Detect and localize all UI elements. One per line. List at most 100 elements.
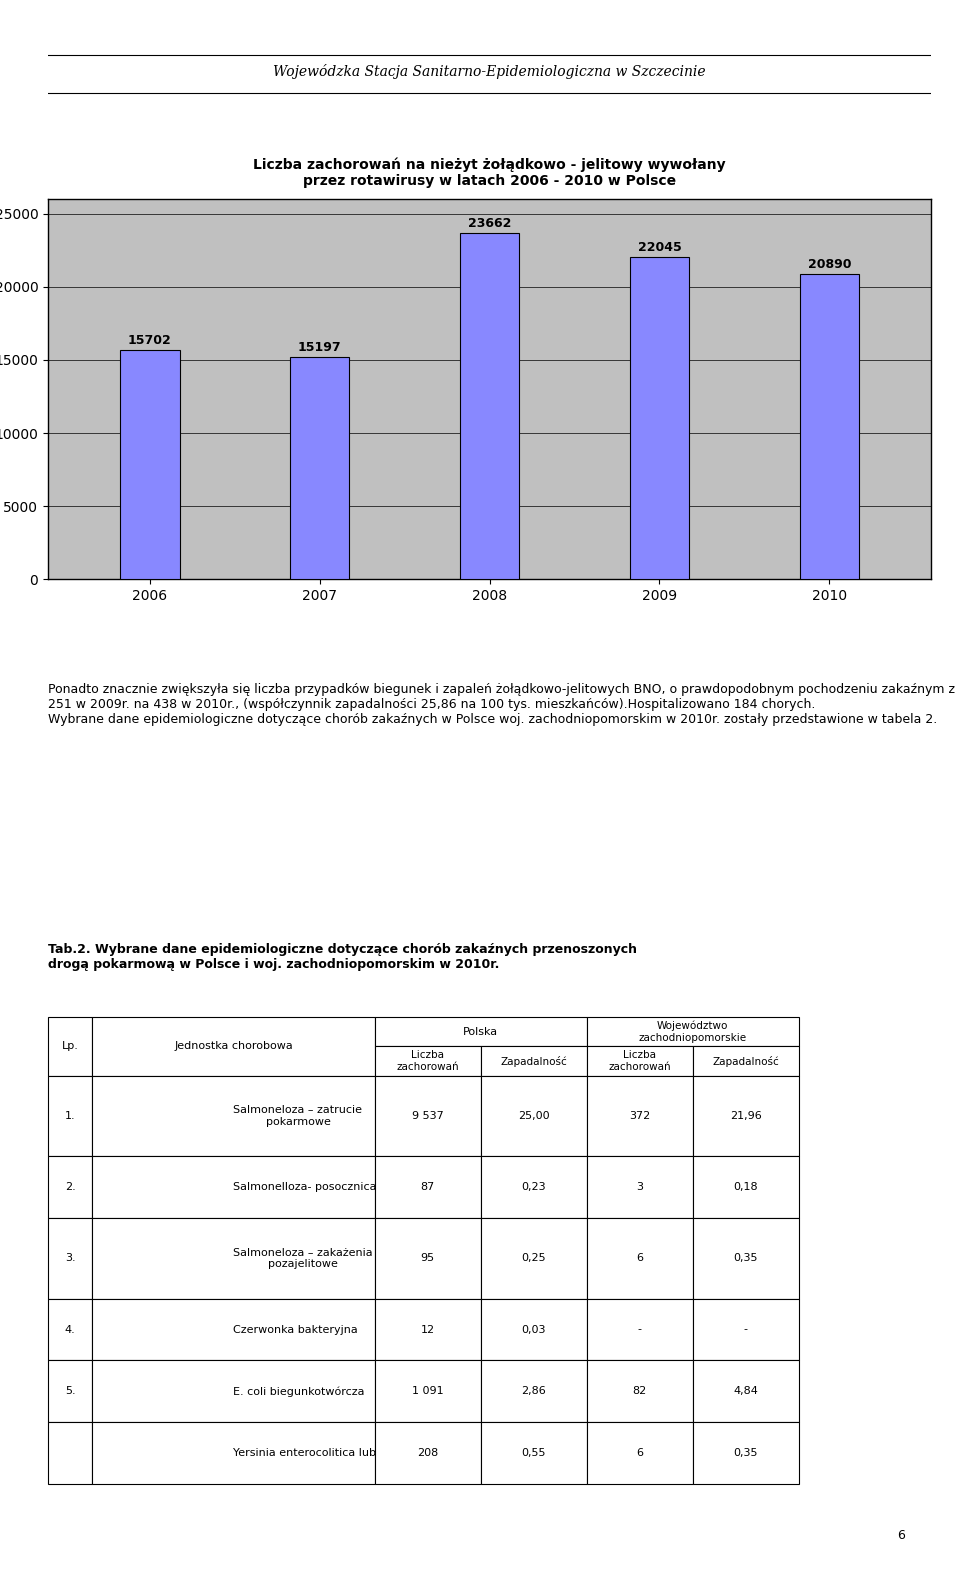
Text: 0,25: 0,25 bbox=[521, 1253, 546, 1264]
Text: 372: 372 bbox=[629, 1111, 650, 1122]
Text: 15197: 15197 bbox=[298, 341, 342, 354]
Bar bbox=[481, 1218, 587, 1299]
Text: 25,00: 25,00 bbox=[518, 1111, 549, 1122]
Text: 1.: 1. bbox=[64, 1111, 76, 1122]
Text: Polska: Polska bbox=[464, 1027, 498, 1036]
Text: 2,86: 2,86 bbox=[521, 1386, 546, 1397]
Bar bbox=[693, 1422, 799, 1484]
Text: 0,03: 0,03 bbox=[521, 1324, 546, 1335]
Bar bbox=[92, 1076, 374, 1157]
Text: 0,18: 0,18 bbox=[733, 1182, 758, 1193]
Text: 95: 95 bbox=[420, 1253, 435, 1264]
Bar bbox=[48, 1218, 92, 1299]
Text: 1 091: 1 091 bbox=[412, 1386, 444, 1397]
Bar bbox=[48, 1299, 92, 1360]
Bar bbox=[481, 1157, 587, 1218]
Text: Zapadalność: Zapadalność bbox=[712, 1055, 780, 1066]
Bar bbox=[48, 1360, 92, 1422]
Text: 6: 6 bbox=[636, 1449, 643, 1458]
Text: 9 537: 9 537 bbox=[412, 1111, 444, 1122]
Text: 0,35: 0,35 bbox=[733, 1253, 758, 1264]
Bar bbox=[374, 1360, 481, 1422]
Bar bbox=[92, 1360, 374, 1422]
Bar bbox=[92, 1157, 374, 1218]
Text: 3.: 3. bbox=[64, 1253, 76, 1264]
Text: 6: 6 bbox=[897, 1529, 904, 1542]
Bar bbox=[374, 1076, 481, 1157]
Bar bbox=[48, 1016, 92, 1076]
Text: -: - bbox=[637, 1324, 641, 1335]
Text: Czerwonka bakteryjna: Czerwonka bakteryjna bbox=[233, 1324, 358, 1335]
Text: -: - bbox=[744, 1324, 748, 1335]
Bar bbox=[92, 1218, 374, 1299]
Bar bbox=[587, 1076, 693, 1157]
Text: Wojewódzka Stacja Sanitarno-Epidemiologiczna w Szczecinie: Wojewódzka Stacja Sanitarno-Epidemiologi… bbox=[274, 63, 706, 79]
Bar bbox=[48, 1422, 92, 1484]
Text: 2.: 2. bbox=[64, 1182, 76, 1193]
Bar bbox=[374, 1218, 481, 1299]
Bar bbox=[92, 1422, 374, 1484]
Bar bbox=[587, 1218, 693, 1299]
Text: 22045: 22045 bbox=[637, 240, 682, 254]
Bar bbox=[587, 1360, 693, 1422]
Text: 3: 3 bbox=[636, 1182, 643, 1193]
Bar bbox=[374, 1016, 587, 1046]
Text: Tab.2. Wybrane dane epidemiologiczne dotyczące chorób zakaźnych przenoszonych
dr: Tab.2. Wybrane dane epidemiologiczne dot… bbox=[48, 943, 637, 970]
Text: 4,84: 4,84 bbox=[733, 1386, 758, 1397]
Text: 12: 12 bbox=[420, 1324, 435, 1335]
Bar bbox=[630, 258, 689, 580]
Bar bbox=[481, 1299, 587, 1360]
Text: Zapadalność: Zapadalność bbox=[500, 1055, 567, 1066]
Bar bbox=[587, 1046, 693, 1076]
Bar bbox=[693, 1299, 799, 1360]
Bar bbox=[48, 1076, 92, 1157]
Bar bbox=[587, 1016, 799, 1046]
Text: 0,35: 0,35 bbox=[733, 1449, 758, 1458]
Text: 5.: 5. bbox=[64, 1386, 76, 1397]
Text: 6: 6 bbox=[636, 1253, 643, 1264]
Text: 15702: 15702 bbox=[128, 333, 172, 346]
Text: Salmonelloza- posocznica: Salmonelloza- posocznica bbox=[233, 1182, 377, 1193]
Text: Liczba
zachorowań: Liczba zachorowań bbox=[609, 1051, 671, 1073]
Bar bbox=[693, 1360, 799, 1422]
Text: 23662: 23662 bbox=[468, 218, 512, 231]
Bar bbox=[290, 357, 349, 580]
Bar bbox=[800, 273, 859, 580]
Text: Lp.: Lp. bbox=[61, 1041, 79, 1051]
Bar bbox=[374, 1422, 481, 1484]
Bar bbox=[48, 1157, 92, 1218]
Text: 20890: 20890 bbox=[807, 258, 852, 270]
Text: E. coli biegunkotwórcza: E. coli biegunkotwórcza bbox=[233, 1386, 365, 1397]
Text: 0,23: 0,23 bbox=[521, 1182, 546, 1193]
Bar bbox=[374, 1046, 481, 1076]
Text: 21,96: 21,96 bbox=[730, 1111, 761, 1122]
Bar bbox=[92, 1016, 374, 1076]
Bar bbox=[374, 1157, 481, 1218]
Text: 87: 87 bbox=[420, 1182, 435, 1193]
Bar bbox=[693, 1218, 799, 1299]
Bar bbox=[92, 1299, 374, 1360]
Text: 82: 82 bbox=[633, 1386, 647, 1397]
Bar bbox=[693, 1076, 799, 1157]
Bar bbox=[481, 1046, 587, 1076]
Bar bbox=[120, 349, 180, 580]
Bar bbox=[460, 234, 519, 580]
Bar bbox=[481, 1360, 587, 1422]
Text: Salmoneloza – zakażenia
pozajelitowe: Salmoneloza – zakażenia pozajelitowe bbox=[233, 1248, 373, 1269]
Text: Salmoneloza – zatrucie
pokarmowe: Salmoneloza – zatrucie pokarmowe bbox=[233, 1106, 363, 1127]
Bar bbox=[481, 1076, 587, 1157]
Bar bbox=[587, 1299, 693, 1360]
Text: Województwo
zachodniopomorskie: Województwo zachodniopomorskie bbox=[638, 1021, 747, 1043]
Text: Yersinia enterocolitica lub: Yersinia enterocolitica lub bbox=[233, 1449, 376, 1458]
Bar bbox=[587, 1157, 693, 1218]
Text: Jednostka chorobowa: Jednostka chorobowa bbox=[174, 1041, 293, 1051]
Bar bbox=[693, 1157, 799, 1218]
Bar bbox=[693, 1046, 799, 1076]
Text: 0,55: 0,55 bbox=[521, 1449, 546, 1458]
Text: Ponadto znacznie zwiększyła się liczba przypadków biegunek i zapaleń żołądkowo-j: Ponadto znacznie zwiększyła się liczba p… bbox=[48, 684, 955, 727]
Text: 208: 208 bbox=[418, 1449, 439, 1458]
Text: Liczba
zachorowań: Liczba zachorowań bbox=[396, 1051, 459, 1073]
Bar bbox=[587, 1422, 693, 1484]
Title: Liczba zachorowań na nieżyt żołądkowo - jelitowy wywołany
przez rotawirusy w lat: Liczba zachorowań na nieżyt żołądkowo - … bbox=[253, 158, 726, 188]
Bar bbox=[481, 1422, 587, 1484]
